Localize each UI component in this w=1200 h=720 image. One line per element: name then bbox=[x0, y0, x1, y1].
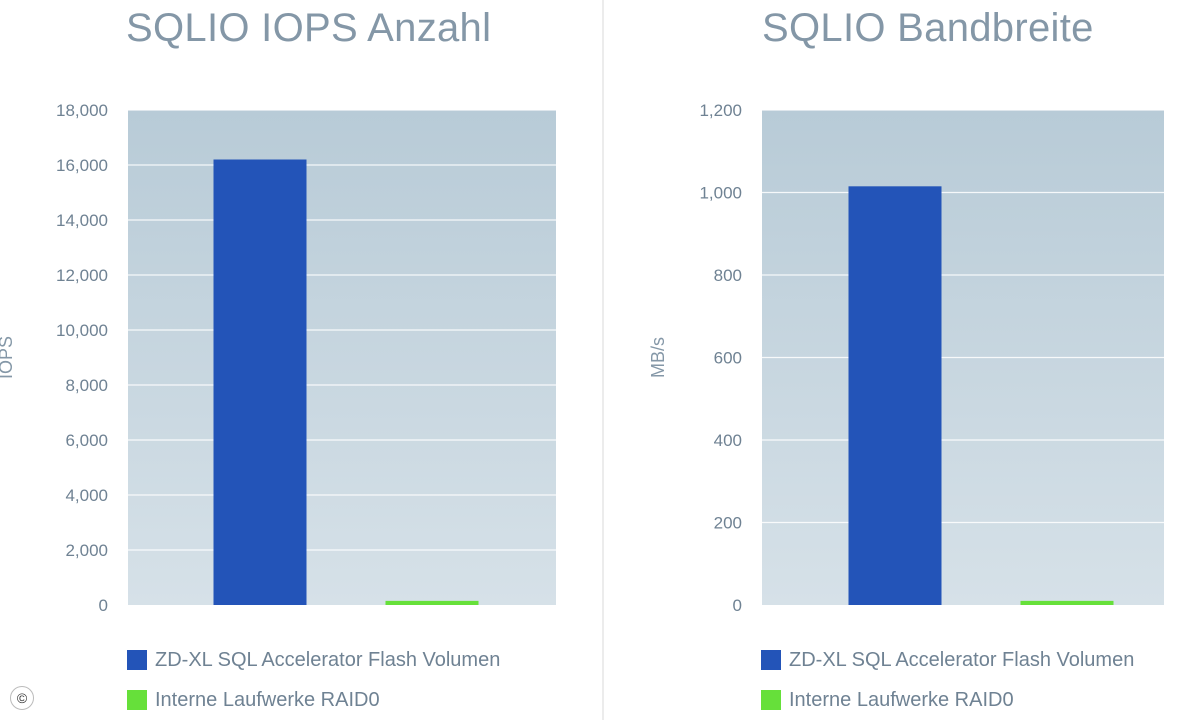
y-tick-label: 4,000 bbox=[65, 486, 108, 505]
y-tick-label: 8,000 bbox=[65, 376, 108, 395]
y-tick-label: 18,000 bbox=[56, 101, 108, 120]
copyright-badge: © bbox=[10, 686, 34, 710]
bar-raid bbox=[385, 600, 479, 605]
legend-swatch-raid bbox=[761, 690, 781, 710]
y-tick-label: 1,000 bbox=[699, 184, 742, 203]
y-tick-label: 16,000 bbox=[56, 156, 108, 175]
legend-label-flash: ZD-XL SQL Accelerator Flash Volumen bbox=[789, 648, 1135, 671]
legend-swatch-raid bbox=[127, 690, 147, 710]
y-tick-label: 800 bbox=[714, 266, 742, 285]
y-tick-label: 2,000 bbox=[65, 541, 108, 560]
legend-swatch-flash bbox=[761, 650, 781, 670]
y-tick-label: 400 bbox=[714, 431, 742, 450]
chart-title-bandwidth: SQLIO Bandbreite bbox=[762, 6, 1094, 50]
legend-swatch-flash bbox=[127, 650, 147, 670]
y-tick-label: 200 bbox=[714, 514, 742, 533]
y-axis-label: MB/s bbox=[648, 337, 668, 378]
legend-item-raid: Interne Laufwerke RAID0 bbox=[761, 680, 1134, 720]
y-axis-label: IOPS bbox=[0, 336, 16, 379]
legend-label-raid: Interne Laufwerke RAID0 bbox=[789, 688, 1014, 711]
y-tick-label: 600 bbox=[714, 349, 742, 368]
legend-item-raid: Interne Laufwerke RAID0 bbox=[127, 680, 500, 720]
legend-item-flash: ZD-XL SQL Accelerator Flash Volumen bbox=[761, 640, 1134, 680]
chart-panel-bandwidth: SQLIO Bandbreite 0 200 400 600 800 1,000 1,200… bbox=[604, 0, 1200, 720]
plot-background bbox=[128, 110, 556, 605]
legend-item-flash: ZD-XL SQL Accelerator Flash Volumen bbox=[127, 640, 500, 680]
y-tick-label: 0 bbox=[733, 596, 742, 615]
y-tick-label: 1,200 bbox=[699, 101, 742, 120]
bar-flash bbox=[848, 186, 942, 605]
bandwidth-chart-plot: 0 200 400 600 800 1,000 1,200 MB/s bbox=[648, 101, 1164, 615]
panel-divider bbox=[602, 0, 604, 720]
chart-panel-iops: SQLIO IOPS Anzahl 0 2,000 4,000 6,000 8,000 1… bbox=[0, 6, 556, 720]
iops-chart-plot: 0 2,000 4,000 6,000 8,000 10,000 12,000 14,000 1… bbox=[0, 101, 556, 615]
legend-label-raid: Interne Laufwerke RAID0 bbox=[155, 688, 380, 711]
legend-iops: ZD-XL SQL Accelerator Flash Volumen Inte… bbox=[127, 640, 500, 720]
legend-bandwidth: ZD-XL SQL Accelerator Flash Volumen Inte… bbox=[761, 640, 1134, 720]
y-tick-label: 12,000 bbox=[56, 266, 108, 285]
legend-label-flash: ZD-XL SQL Accelerator Flash Volumen bbox=[155, 648, 501, 671]
y-tick-label: 14,000 bbox=[56, 211, 108, 230]
y-tick-label: 0 bbox=[99, 596, 108, 615]
bar-raid bbox=[1020, 600, 1114, 605]
y-tick-label: 6,000 bbox=[65, 431, 108, 450]
bar-flash bbox=[213, 159, 307, 605]
chart-title-iops: SQLIO IOPS Anzahl bbox=[126, 6, 492, 50]
y-tick-label: 10,000 bbox=[56, 321, 108, 340]
